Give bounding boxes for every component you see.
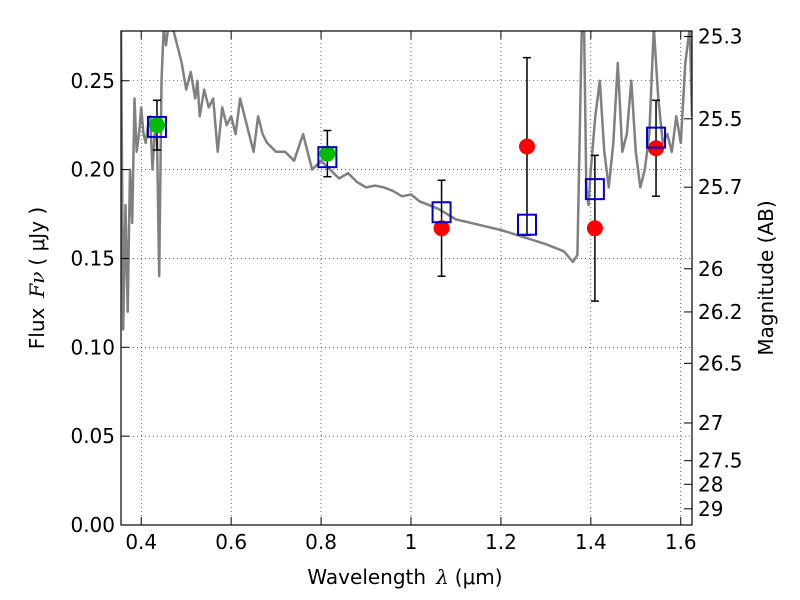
model-photometry-box <box>584 178 605 201</box>
model-photometry-box <box>317 146 338 169</box>
mag-tick-label: 25.5 <box>698 107 743 131</box>
observed-point-red <box>518 138 535 155</box>
y-tick-label: 0.15 <box>70 246 115 270</box>
model-photometry-box <box>431 201 452 224</box>
y-tick-label: 0.20 <box>70 158 115 182</box>
x-tick-label: 1.2 <box>485 530 517 554</box>
mag-tick-label: 25.7 <box>698 175 743 199</box>
y-tick-label: 0.00 <box>70 513 115 537</box>
model-photometry-box <box>516 213 537 236</box>
observed-point-red <box>433 220 450 237</box>
y-tick-label: 0.25 <box>70 69 115 93</box>
y-tick-label: 0.10 <box>70 335 115 359</box>
mag-tick-label: 26.2 <box>698 300 743 324</box>
x-tick-label: 1.4 <box>575 530 607 554</box>
y-axis-label: FluxFν( μJy ) <box>25 207 49 349</box>
x-tick-label: 1.6 <box>665 530 697 554</box>
mag-tick-label: 26.5 <box>698 351 743 375</box>
x-tick-label: 0.6 <box>215 530 247 554</box>
model-photometry-box <box>146 115 167 138</box>
mag-tick-label: 27.5 <box>698 449 743 473</box>
model-spectrum-line <box>121 31 692 331</box>
points-layer <box>146 56 667 302</box>
plot-area <box>121 31 692 525</box>
x-tick-label: 1 <box>405 530 418 554</box>
mag-tick-label: 25.3 <box>698 25 743 49</box>
mag-tick-label: 27 <box>698 411 723 435</box>
mag-tick-label: 28 <box>698 472 723 496</box>
ticks: 0.4 0.6 0.8 1 1.2 1.4 1.6 0.00 0.05 0.10 0.15 0.20 0… <box>70 25 742 554</box>
observed-point-red <box>586 220 603 237</box>
y2-axis-label: Magnitude (AB) <box>754 200 778 355</box>
model-photometry-box <box>646 126 667 149</box>
model-layer <box>121 31 692 331</box>
x-tick-label: 0.8 <box>305 530 337 554</box>
mag-tick-label: 26 <box>698 257 723 281</box>
x-tick-label: 0.4 <box>125 530 157 554</box>
plot-frame <box>120 30 693 526</box>
x-axis-label: Wavelength λ (μm) <box>307 565 502 589</box>
observed-point-green <box>319 145 336 162</box>
y-tick-label: 0.05 <box>70 424 115 448</box>
observed-point-green <box>148 117 165 134</box>
mag-tick-label: 29 <box>698 497 723 521</box>
